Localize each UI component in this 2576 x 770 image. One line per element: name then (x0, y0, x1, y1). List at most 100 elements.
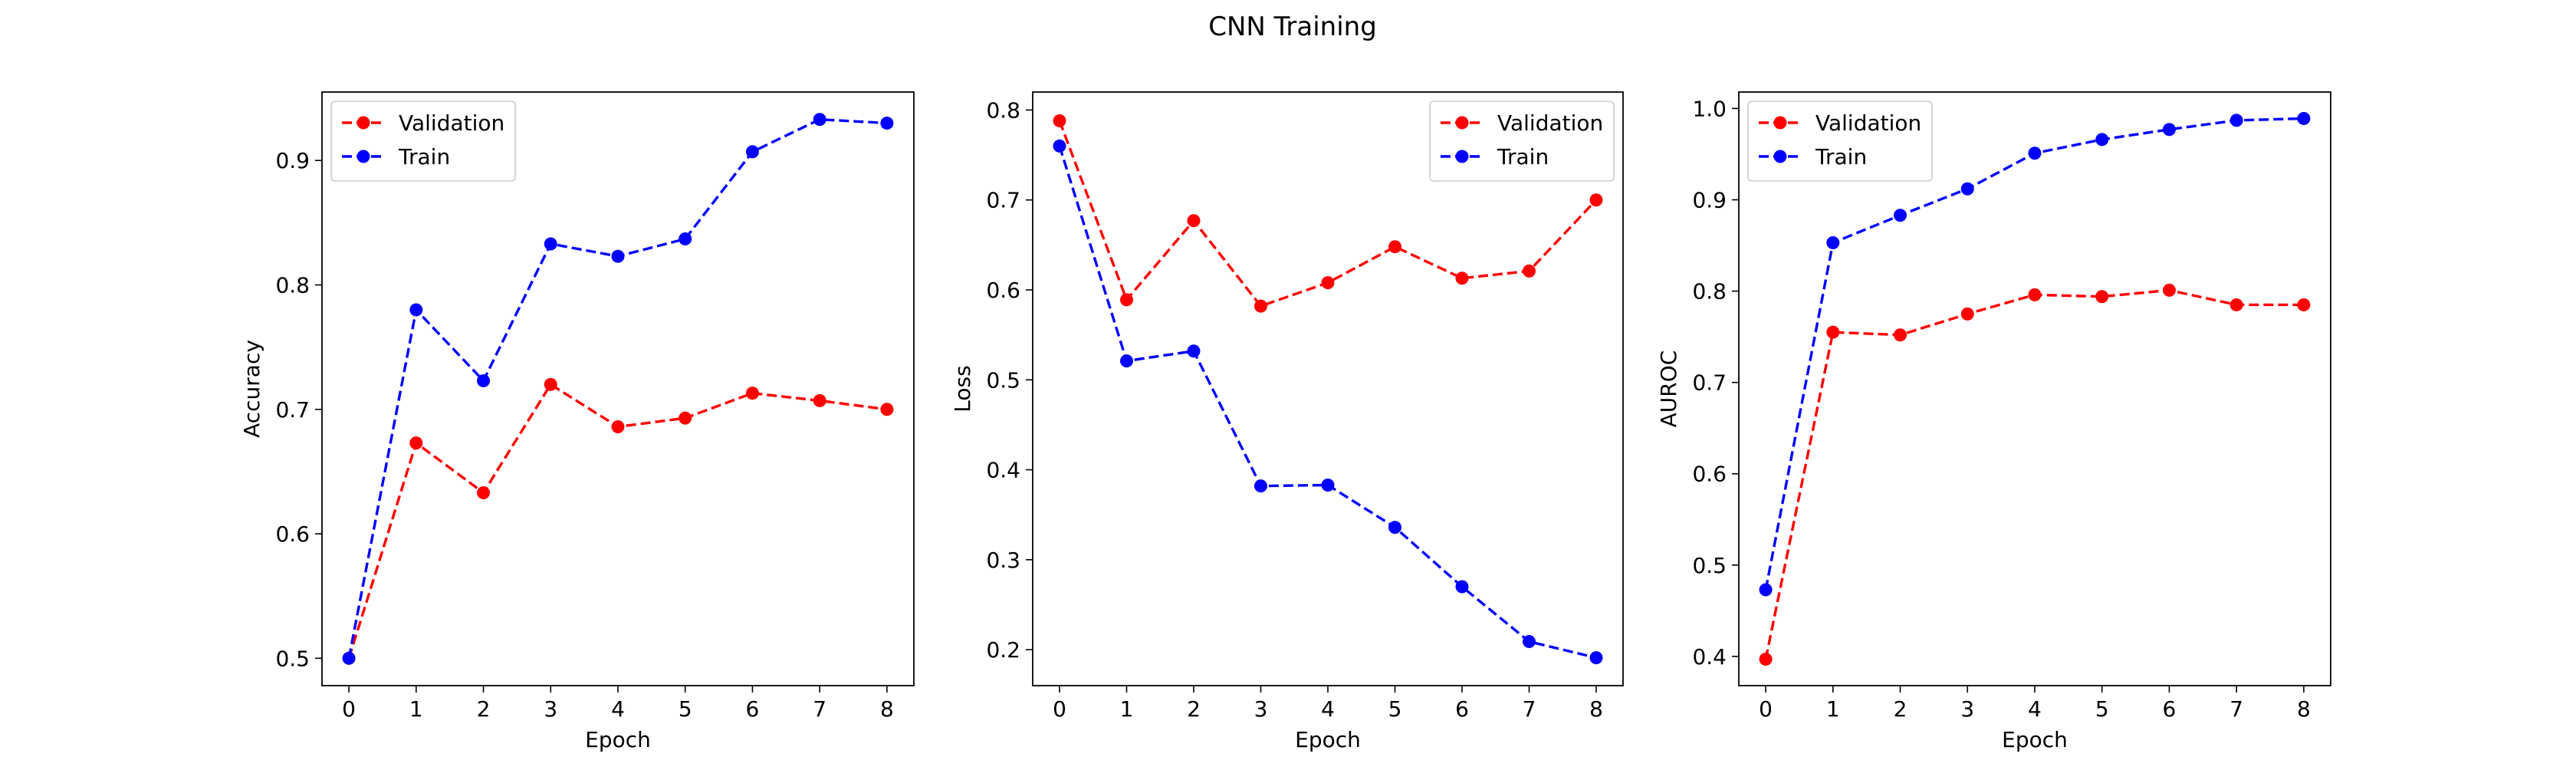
y-tick-label: 0.3 (986, 548, 1020, 573)
x-tick-label: 7 (1523, 696, 1536, 722)
x-tick-label: 7 (813, 696, 826, 722)
plot-frame (1738, 91, 2331, 686)
data-point-validation (1455, 271, 1469, 285)
y-tick-label: 0.9 (275, 148, 310, 173)
y-tick-label: 0.7 (986, 188, 1020, 213)
x-tick-label: 5 (2095, 696, 2109, 722)
data-point-validation (2028, 288, 2042, 301)
x-tick-label: 3 (1254, 696, 1268, 722)
y-tick-label: 0.4 (986, 458, 1020, 483)
data-point-train (1759, 583, 1773, 597)
data-point-validation (813, 393, 826, 407)
x-tick-label: 6 (2163, 696, 2177, 722)
legend-label-train: Train (1815, 144, 1867, 169)
legend-marker-train (1455, 150, 1469, 163)
data-point-train (2162, 123, 2176, 137)
y-tick-label: 0.5 (275, 646, 310, 671)
series-line-train (1058, 145, 1597, 660)
x-tick-label: 5 (1388, 696, 1402, 722)
x-tick-label: 5 (678, 696, 692, 722)
data-point-train (2028, 146, 2042, 160)
data-point-validation (1960, 307, 1974, 321)
data-point-validation (1187, 214, 1201, 228)
data-point-train (813, 113, 826, 127)
x-tick-label: 1 (409, 696, 423, 722)
data-point-validation (2162, 283, 2176, 297)
series-line-validation (1764, 288, 2304, 660)
y-tick-label: 0.6 (1692, 462, 1727, 487)
data-point-validation (1388, 240, 1401, 254)
legend-marker-train (1773, 150, 1787, 163)
data-point-train (1523, 635, 1536, 649)
x-tick-label: 0 (1053, 696, 1066, 722)
legend-label-validation: Validation (1497, 110, 1603, 136)
y-axis-label: Loss (950, 365, 975, 412)
legend-label-validation: Validation (1815, 110, 1921, 136)
x-tick-label: 2 (477, 696, 491, 722)
data-point-validation (1759, 652, 1773, 666)
data-point-train (1187, 344, 1201, 358)
x-tick-label: 4 (2028, 696, 2042, 722)
y-tick-label: 0.8 (1692, 279, 1727, 304)
data-point-validation (880, 403, 894, 416)
data-point-train (2297, 112, 2311, 126)
x-tick-label: 7 (2229, 696, 2243, 722)
x-tick-label: 3 (544, 696, 557, 722)
data-point-train (1120, 354, 1133, 368)
legend-box (1747, 100, 1933, 182)
legend-marker-validation (356, 116, 370, 130)
chart-panel-2: 0 1 2 3 4 5 6 7 8 0.2 0.3 0.4 0.5 0.6 0.7 0.8 Epoch Loss V… (950, 91, 1624, 752)
data-point-train (1053, 139, 1066, 153)
x-axis-label: Epoch (585, 727, 651, 752)
y-tick-label: 0.7 (275, 397, 310, 423)
legend: Validation Train (1747, 100, 1933, 182)
y-axis-label: AUROC (1656, 350, 1681, 428)
x-tick-label: 4 (1321, 696, 1335, 722)
legend: Validation Train (1429, 100, 1615, 182)
data-point-train (1388, 521, 1401, 535)
data-point-train (2095, 133, 2109, 146)
data-point-train (745, 145, 759, 159)
y-tick-label: 0.6 (275, 522, 310, 547)
data-point-validation (1053, 114, 1066, 128)
data-point-train (477, 373, 491, 387)
data-point-train (409, 303, 423, 317)
data-point-validation (409, 436, 423, 450)
x-tick-label: 2 (1894, 696, 1907, 722)
data-point-validation (544, 377, 557, 391)
y-tick-label: 0.5 (986, 367, 1020, 393)
y-tick-label: 0.6 (986, 278, 1020, 303)
y-tick-label: 0.8 (275, 273, 310, 298)
legend-marker-train (356, 150, 370, 163)
data-point-validation (2229, 298, 2243, 311)
legend-box (1429, 100, 1615, 182)
legend-marker-validation (1773, 116, 1787, 130)
figure-title: CNN Training (1208, 12, 1377, 42)
data-point-train (1960, 182, 1974, 196)
plot-frame (321, 91, 915, 686)
y-tick-label: 0.4 (1692, 644, 1727, 670)
data-point-train (880, 117, 894, 130)
x-tick-label: 2 (1187, 696, 1201, 722)
chart-panel-1: 0 1 2 3 4 5 6 7 8 0.5 0.6 0.7 0.8 0.9 Epoch Accuracy Val… (239, 91, 915, 752)
x-axis-label: Epoch (2002, 727, 2068, 752)
data-point-train (1826, 235, 1840, 249)
legend-label-train: Train (398, 144, 450, 169)
x-tick-label: 0 (1759, 696, 1773, 722)
data-point-train (1589, 651, 1603, 665)
data-point-validation (611, 420, 625, 433)
data-point-train (1455, 580, 1469, 594)
legend-label-train: Train (1497, 144, 1549, 169)
data-point-validation (1321, 276, 1335, 290)
data-point-train (611, 249, 625, 263)
x-tick-label: 1 (1826, 696, 1840, 722)
legend-label-validation: Validation (399, 110, 504, 136)
data-point-validation (1826, 325, 1840, 339)
series-line-train (1764, 117, 2304, 591)
data-point-validation (477, 485, 491, 499)
data-point-validation (1589, 193, 1603, 207)
data-point-train (1321, 478, 1335, 492)
x-tick-label: 8 (880, 696, 894, 722)
